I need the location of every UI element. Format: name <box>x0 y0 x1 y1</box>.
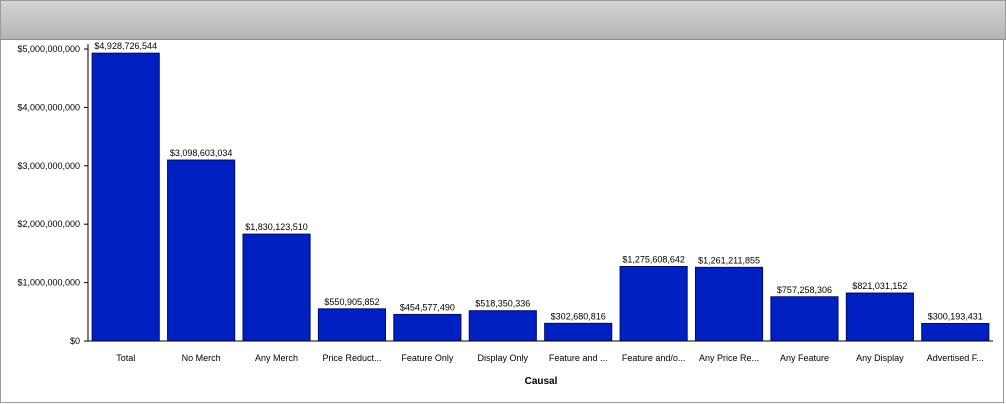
y-tick-label: $3,000,000,000 <box>17 161 80 171</box>
bar <box>242 233 311 342</box>
x-tick-label: Display Only <box>478 353 529 363</box>
bar <box>694 266 764 342</box>
bar <box>921 322 990 342</box>
y-tick-label: $1,000,000,000 <box>17 278 80 288</box>
bar <box>544 322 613 342</box>
y-tick-label: $5,000,000,000 <box>17 44 80 54</box>
bar <box>770 296 839 342</box>
bar <box>393 313 462 342</box>
bar-value-label: $4,928,726,544 <box>94 41 157 51</box>
bar-value-label: $302,680,816 <box>551 311 606 321</box>
x-tick-label: Any Merch <box>255 353 298 363</box>
y-tick-label: $2,000,000,000 <box>17 219 80 229</box>
bars: $4,928,726,544 $3,098,603,034 $1,830,123,5… <box>91 41 990 342</box>
chart-frame <box>0 38 1004 403</box>
y-axis: $0 $1,000,000,000 $2,000,000,000 $3,000,000… <box>17 44 89 346</box>
bar-value-label: $757,258,306 <box>777 285 832 295</box>
x-tick-label: Feature and/o... <box>622 353 686 363</box>
bar-value-label: $821,031,152 <box>852 281 907 291</box>
y-tick-label: $0 <box>70 336 80 346</box>
x-tick-label: Any Price Re... <box>699 353 759 363</box>
bar-value-label: $1,275,608,642 <box>622 255 685 265</box>
bar-value-label: $454,577,490 <box>400 302 455 312</box>
x-tick-label: Any Display <box>856 353 904 363</box>
x-tick-label: Feature Only <box>401 353 454 363</box>
x-tick-label: No Merch <box>182 353 221 363</box>
x-tick-label: Total <box>116 353 135 363</box>
chart-title-bar <box>0 0 1006 40</box>
bar-value-label: $3,098,603,034 <box>170 148 233 158</box>
bar <box>845 292 914 342</box>
bar <box>468 310 537 342</box>
bar <box>619 266 688 342</box>
x-tick-label: Price Reduct... <box>322 353 381 363</box>
x-tick-label: Any Feature <box>780 353 829 363</box>
bar-value-label: $300,193,431 <box>928 311 983 321</box>
y-tick-label: $4,000,000,000 <box>17 102 80 112</box>
bar <box>91 52 160 342</box>
bar-value-label: $518,350,336 <box>475 299 530 309</box>
x-axis-title: Causal <box>525 376 558 387</box>
x-tick-label: Advertised F... <box>927 353 984 363</box>
bar <box>167 159 236 342</box>
bar-value-label: $1,261,211,855 <box>698 255 760 265</box>
bar-value-label: $550,905,852 <box>324 297 379 307</box>
x-tick-label: Feature and ... <box>549 353 608 363</box>
bar-value-label: $1,830,123,510 <box>245 222 308 232</box>
x-axis: Total No Merch Any Merch Price Reduct... Fea… <box>88 340 993 363</box>
bar <box>317 308 387 342</box>
